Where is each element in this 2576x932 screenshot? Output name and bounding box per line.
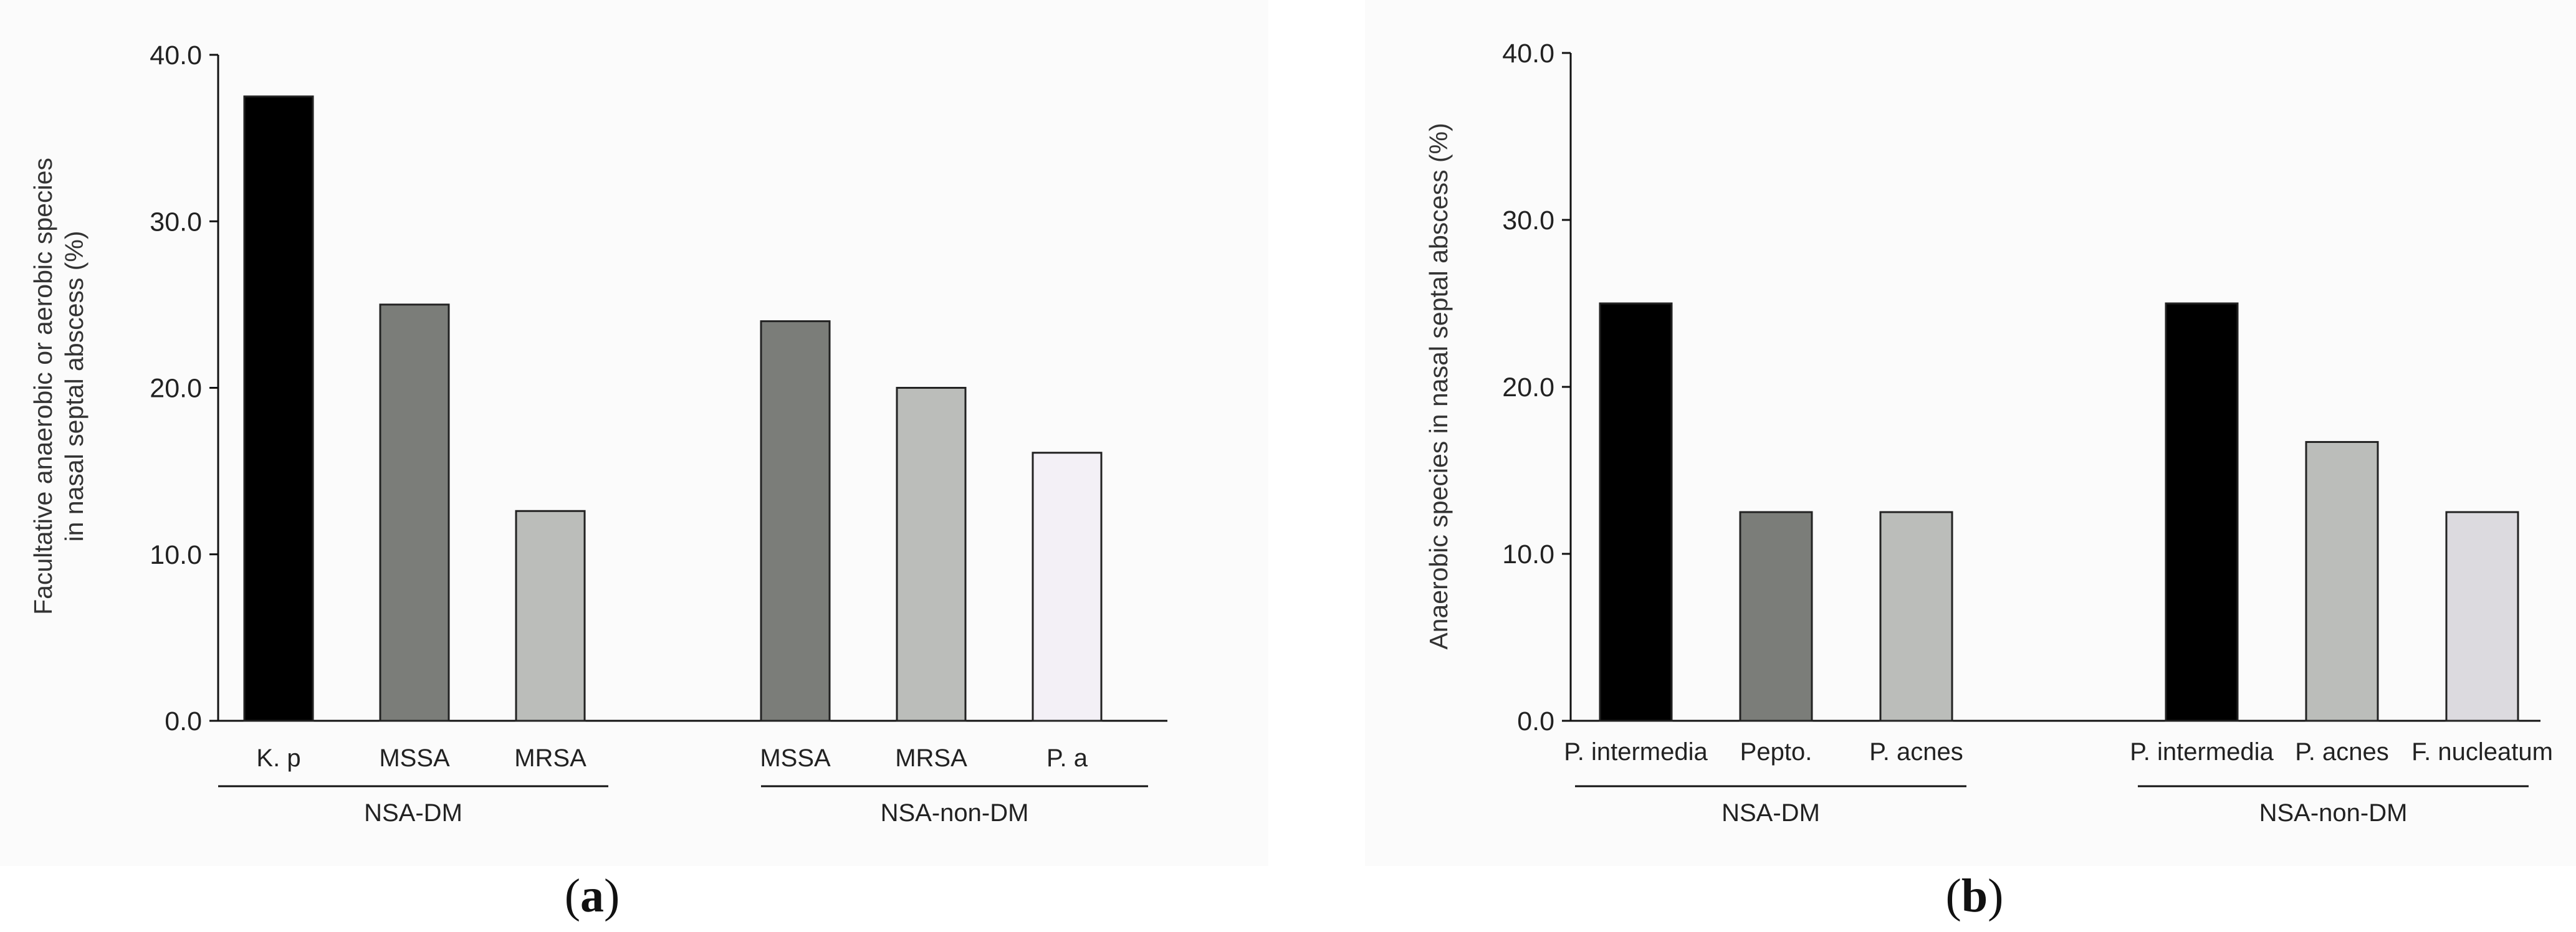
- chart-b-bar: [2165, 302, 2239, 722]
- chart-a-category-label: K. p: [256, 744, 300, 772]
- chart-b-y-tick-label: 20.0: [1502, 373, 1554, 402]
- panel-label-b: (b): [1945, 870, 2004, 922]
- chart-a-category-label: P. a: [1046, 744, 1088, 772]
- chart-b-category-label: P. acnes: [2295, 738, 2389, 766]
- chart-a-category-label: MRSA: [895, 744, 967, 772]
- chart-b-y-tick-label: 0.0: [1517, 706, 1554, 736]
- chart-b-category-label: P. intermedia: [1564, 738, 1708, 766]
- chart-b-y-tick-label: 10.0: [1502, 540, 1554, 569]
- chart-b-category-label: Pepto.: [1740, 738, 1812, 766]
- chart-b-bar: [1599, 302, 1673, 722]
- chart-a-bar: [760, 320, 831, 722]
- chart-a-bar: [1032, 452, 1103, 722]
- chart-b-bar: [1879, 511, 1953, 722]
- chart-b-group-label: NSA-DM: [1721, 799, 1820, 827]
- chart-b-y-tick-label: 40.0: [1502, 39, 1554, 69]
- chart-a-y-tick-label: 10.0: [150, 540, 202, 570]
- chart-a-bar: [243, 95, 314, 722]
- chart-a-category-label: MRSA: [514, 744, 587, 772]
- chart-a-group-label: NSA-non-DM: [881, 799, 1029, 827]
- chart-b-bar: [2445, 511, 2519, 722]
- chart-b-category-label: P. acnes: [1869, 738, 1963, 766]
- chart-a-category-label: MSSA: [379, 744, 450, 772]
- chart-a-category-label: MSSA: [760, 744, 831, 772]
- chart-b-y-tick-label: 30.0: [1502, 206, 1554, 235]
- chart-a-y-tick-label: 0.0: [165, 706, 202, 736]
- chart-b-category-label: P. intermedia: [2130, 738, 2274, 766]
- chart-a-y-axis-label: in nasal septal abscess (%): [60, 231, 89, 541]
- chart-a-y-tick-label: 20.0: [150, 374, 202, 404]
- panel-label-a: (a): [564, 870, 620, 922]
- chart-b-bar: [1739, 511, 1813, 722]
- chart-a-bar: [515, 510, 586, 722]
- chart-a-group-label: NSA-DM: [364, 799, 462, 827]
- chart-a-bar: [896, 387, 967, 722]
- chart-b-bar: [2305, 440, 2379, 722]
- chart-a-y-tick-label: 30.0: [150, 207, 202, 237]
- chart-b-category-label: F. nucleatum: [2411, 738, 2553, 766]
- chart-b-y-axis-label: Anaerobic species in nasal septal absces…: [1424, 123, 1453, 650]
- chart-a-bar: [379, 303, 450, 722]
- chart-a-y-tick-label: 40.0: [150, 40, 202, 70]
- chart-b-group-label: NSA-non-DM: [2259, 799, 2408, 827]
- chart-a-y-axis-label: Facultative anaerobic or aerobic species: [29, 158, 57, 615]
